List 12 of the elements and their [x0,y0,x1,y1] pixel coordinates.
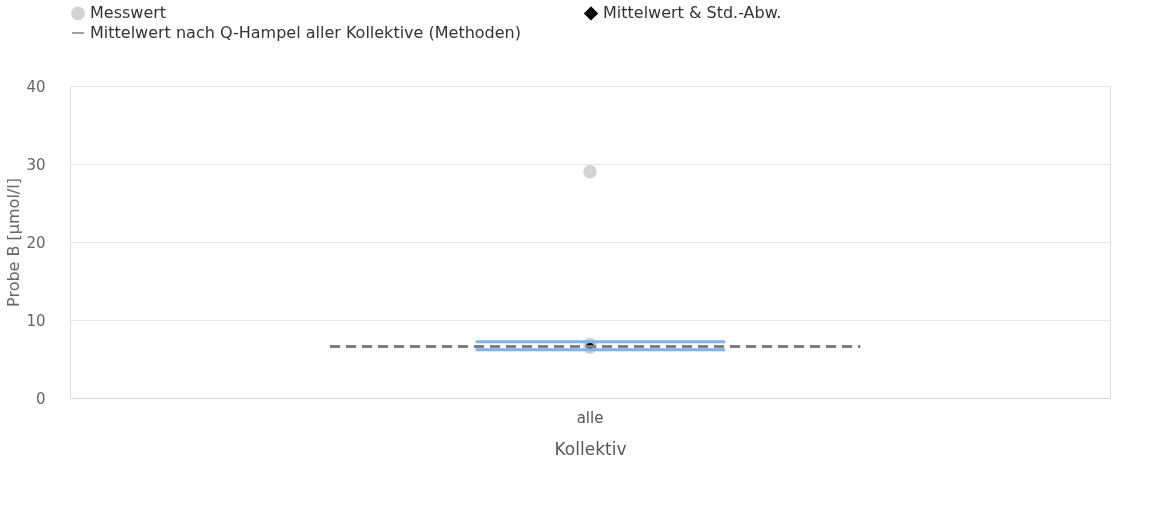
y-tick-label: 30 [26,155,46,174]
legend-label: Mittelwert & Std.-Abw. [603,3,782,23]
y-axis-title: Probe B [µmol/l] [4,178,24,307]
y-tick-label: 20 [26,233,46,252]
x-tick-label: alle [576,408,604,427]
y-tick-label: 0 [35,389,46,408]
legend-label: Messwert [90,3,167,23]
y-tick-label: 40 [26,77,46,96]
x-axis-title: Kollektiv [554,438,627,459]
legend-label: Mittelwert nach Q-Hampel aller Kollektive (Methoden) [90,23,521,42]
point [583,165,597,179]
y-tick-label: 10 [26,311,46,330]
